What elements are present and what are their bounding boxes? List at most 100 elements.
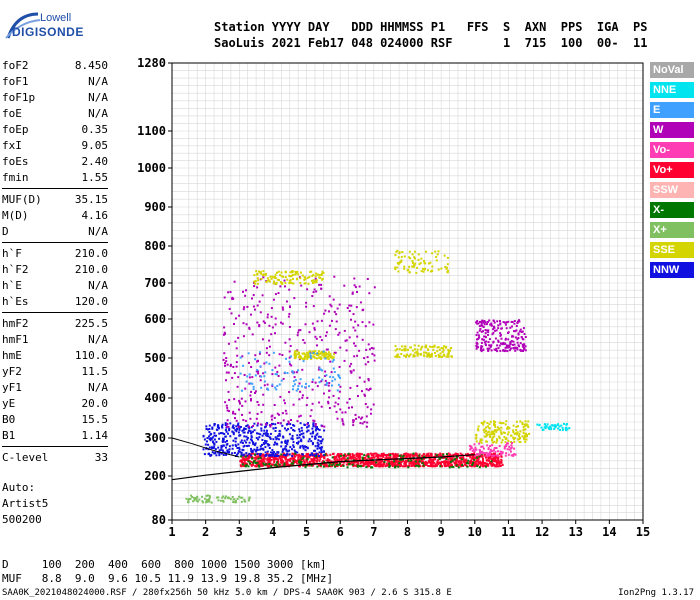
param-key: fmin xyxy=(2,171,29,184)
echo-point xyxy=(316,357,318,360)
echo-point xyxy=(417,458,420,461)
echo-point xyxy=(488,433,491,436)
y-tick-label: 700 xyxy=(144,276,166,290)
echo-point xyxy=(476,456,478,459)
echo-point xyxy=(439,465,442,468)
echo-point xyxy=(404,452,407,455)
echo-point xyxy=(307,422,309,425)
echo-point xyxy=(250,436,253,439)
echo-point xyxy=(318,455,320,457)
echo-point xyxy=(517,332,520,335)
echo-point xyxy=(265,281,268,283)
echo-point xyxy=(280,321,282,324)
echo-point xyxy=(365,415,368,418)
echo-point xyxy=(333,310,336,313)
echo-point xyxy=(334,457,337,460)
echo-point xyxy=(243,444,246,447)
echo-point xyxy=(410,459,413,462)
echo-point xyxy=(497,459,500,462)
echo-point xyxy=(218,437,221,440)
echo-point xyxy=(375,465,378,468)
echo-point xyxy=(490,453,493,456)
echo-point xyxy=(280,282,283,285)
echo-point xyxy=(319,458,322,461)
echo-point xyxy=(268,464,271,467)
echo-point xyxy=(502,431,505,434)
echo-point xyxy=(320,287,323,290)
echo-point xyxy=(258,324,261,327)
echo-point xyxy=(482,330,484,333)
echo-point xyxy=(358,455,361,457)
echo-point xyxy=(319,463,322,465)
echo-point xyxy=(494,465,497,468)
param-key: h`Es xyxy=(2,295,29,308)
echo-point xyxy=(211,427,214,430)
echo-point xyxy=(248,327,251,330)
echo-point xyxy=(284,276,287,279)
echo-point xyxy=(488,347,491,350)
echo-point xyxy=(568,427,571,430)
echo-point xyxy=(494,458,497,461)
echo-point xyxy=(471,453,473,455)
echo-point xyxy=(253,422,256,425)
echo-point xyxy=(485,340,488,343)
echo-point xyxy=(245,380,248,383)
echo-point xyxy=(277,454,280,457)
echo-point xyxy=(204,443,207,446)
echo-point xyxy=(268,443,271,446)
echo-point xyxy=(318,428,321,431)
echo-point xyxy=(482,457,484,460)
echo-point xyxy=(235,445,238,447)
echo-point xyxy=(337,375,340,378)
virtual-height-curve xyxy=(171,454,475,481)
echo-point xyxy=(351,463,354,466)
echo-point xyxy=(257,403,260,406)
echo-point xyxy=(260,375,263,378)
echo-point xyxy=(337,374,340,376)
echo-point xyxy=(476,342,479,345)
echo-point xyxy=(198,498,201,501)
echo-point xyxy=(514,453,517,456)
echo-point xyxy=(364,461,367,464)
echo-point xyxy=(275,461,278,464)
echo-point xyxy=(245,435,248,438)
echo-point xyxy=(268,339,271,342)
echo-point xyxy=(241,496,244,499)
echo-point xyxy=(447,352,450,355)
echo-point xyxy=(259,379,262,382)
echo-point xyxy=(525,423,528,426)
echo-point xyxy=(499,465,502,467)
echo-point xyxy=(259,271,262,274)
echo-point xyxy=(285,460,288,463)
echo-point xyxy=(412,461,414,464)
echo-point xyxy=(274,452,277,455)
echo-point xyxy=(292,385,295,388)
echo-point xyxy=(480,347,482,350)
echo-point xyxy=(459,462,462,465)
echo-point xyxy=(416,354,419,357)
echo-point xyxy=(317,354,320,357)
echo-point xyxy=(224,429,227,431)
echo-point xyxy=(218,427,220,430)
echo-point xyxy=(501,464,504,466)
echo-point xyxy=(354,456,357,459)
echo-point xyxy=(493,464,496,466)
echo-point xyxy=(550,427,553,430)
echo-point xyxy=(225,404,228,407)
echo-point xyxy=(408,454,411,457)
echo-point xyxy=(247,429,250,432)
echo-point xyxy=(496,457,499,460)
echo-point xyxy=(386,459,389,462)
echo-point xyxy=(431,345,434,348)
echo-point xyxy=(425,351,428,354)
echo-point xyxy=(543,426,546,429)
echo-point xyxy=(480,452,483,455)
echo-point xyxy=(360,465,363,468)
echo-point xyxy=(274,373,277,376)
echo-point xyxy=(303,462,306,465)
echo-point xyxy=(286,372,289,374)
echo-point xyxy=(352,313,355,316)
echo-point xyxy=(320,319,323,322)
echo-point xyxy=(263,463,266,466)
echo-point xyxy=(464,464,467,467)
